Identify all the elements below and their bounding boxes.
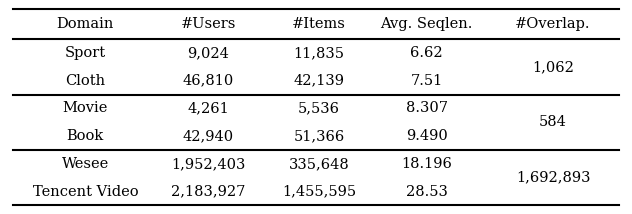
Text: 6.62: 6.62 [410,46,443,60]
Text: Domain: Domain [57,17,114,31]
Text: 42,139: 42,139 [294,74,344,88]
Text: Avg. Seqlen.: Avg. Seqlen. [380,17,473,31]
Text: 1,062: 1,062 [532,60,574,74]
Text: 28.53: 28.53 [406,185,447,199]
Text: 11,835: 11,835 [294,46,344,60]
Text: 9,024: 9,024 [188,46,229,60]
Text: 335,648: 335,648 [289,157,349,171]
Text: Book: Book [67,129,104,143]
Text: 51,366: 51,366 [293,129,345,143]
Text: #Overlap.: #Overlap. [515,17,591,31]
Text: Wesee: Wesee [62,157,109,171]
Text: 4,261: 4,261 [188,101,229,115]
Text: 9.490: 9.490 [406,129,447,143]
Text: 42,940: 42,940 [183,129,234,143]
Text: Movie: Movie [63,101,108,115]
Text: 1,952,403: 1,952,403 [171,157,246,171]
Text: #Items: #Items [292,17,346,31]
Text: 46,810: 46,810 [183,74,234,88]
Text: 7.51: 7.51 [410,74,443,88]
Text: #Users: #Users [181,17,236,31]
Text: Sport: Sport [64,46,106,60]
Text: 2,183,927: 2,183,927 [171,185,246,199]
Text: Cloth: Cloth [65,74,106,88]
Text: 1,455,595: 1,455,595 [282,185,356,199]
Text: 584: 584 [539,115,567,129]
Text: 1,692,893: 1,692,893 [516,171,590,185]
Text: 8.307: 8.307 [406,101,447,115]
Text: Tencent Video: Tencent Video [32,185,138,199]
Text: 5,536: 5,536 [298,101,340,115]
Text: 18.196: 18.196 [401,157,452,171]
